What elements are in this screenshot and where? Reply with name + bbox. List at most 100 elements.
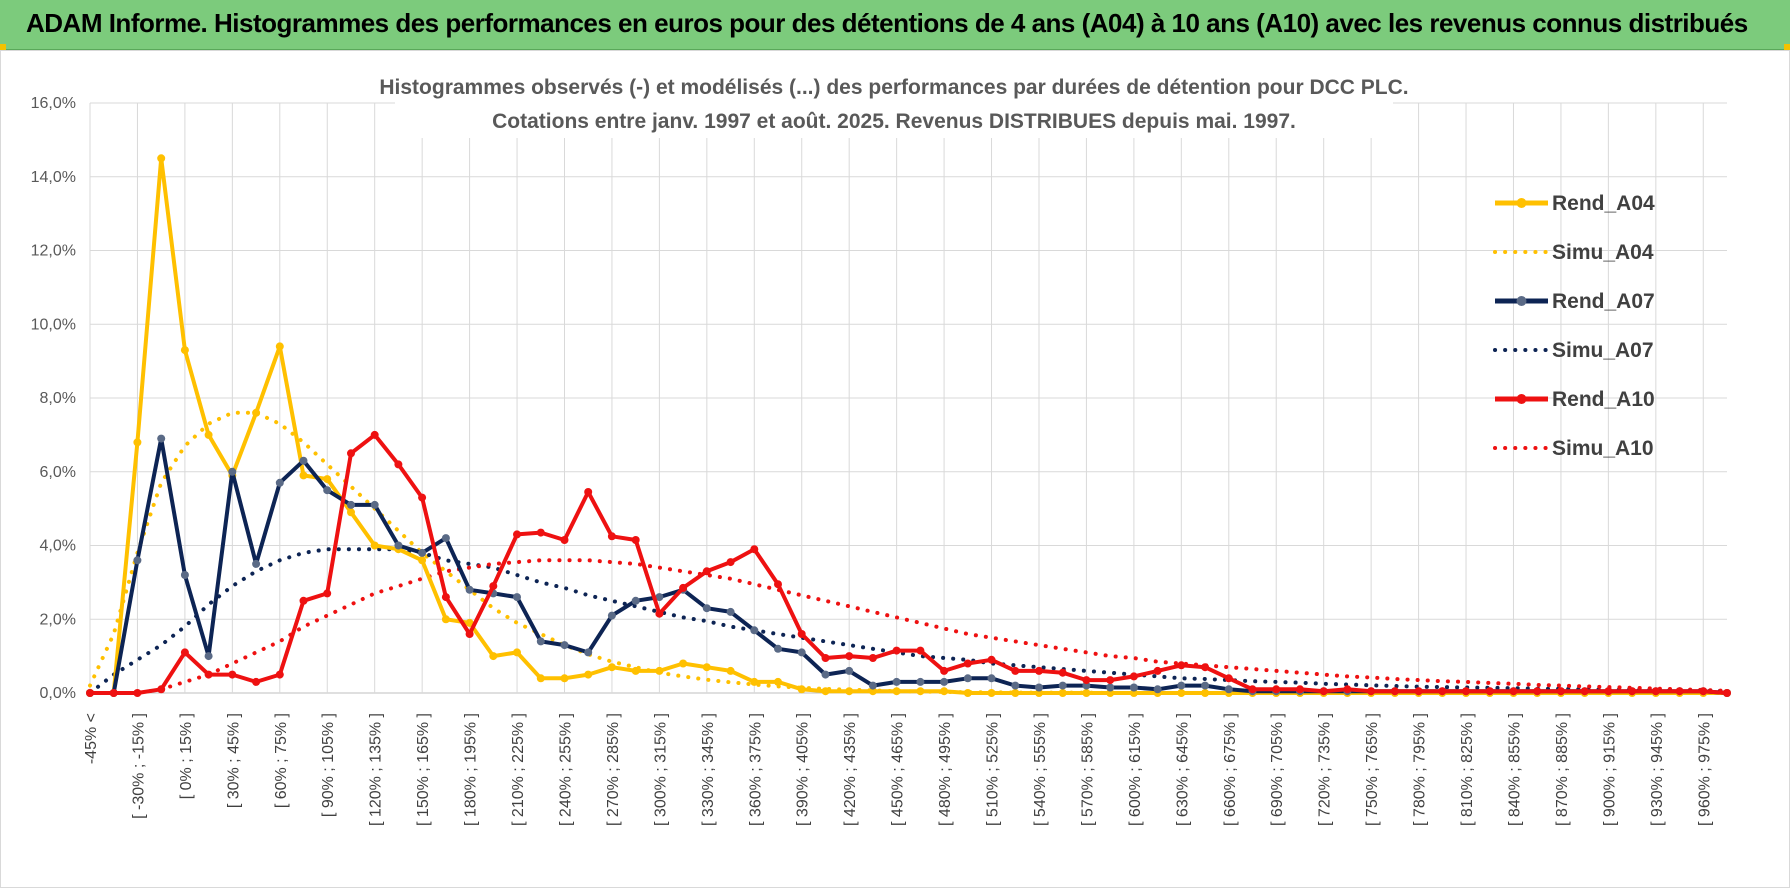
x-tick-label: [ 240% ; 255% ] bbox=[557, 713, 574, 826]
data-point-rend-a10 bbox=[394, 460, 403, 469]
data-point-rend-a04 bbox=[750, 677, 759, 686]
data-point-rend-a04 bbox=[489, 652, 498, 661]
data-point-rend-a04 bbox=[157, 154, 166, 163]
data-point-rend-a10 bbox=[1580, 687, 1589, 696]
data-point-rend-a10 bbox=[607, 532, 616, 541]
legend-label: Simu_A07 bbox=[1552, 339, 1654, 362]
x-tick-label: [ 390% ; 405% ] bbox=[795, 713, 812, 826]
data-point-rend-a10 bbox=[845, 652, 854, 661]
data-point-rend-a07 bbox=[940, 677, 949, 686]
x-tick-label: [ 90% ; 105% ] bbox=[320, 713, 337, 817]
x-tick-label: -45% < bbox=[83, 713, 100, 764]
data-point-rend-a07 bbox=[394, 541, 403, 550]
data-point-rend-a10 bbox=[702, 567, 711, 576]
data-point-rend-a07 bbox=[797, 648, 806, 657]
y-tick-label: 2,0% bbox=[40, 611, 76, 628]
data-point-rend-a07 bbox=[465, 585, 474, 594]
x-tick-label: [ 210% ; 225% ] bbox=[510, 713, 527, 826]
data-point-rend-a10 bbox=[109, 689, 118, 697]
data-point-rend-a10 bbox=[1462, 687, 1470, 696]
data-point-rend-a04 bbox=[1058, 689, 1067, 697]
data-point-rend-a10 bbox=[1651, 687, 1660, 696]
data-point-rend-a10 bbox=[1533, 687, 1542, 696]
data-point-rend-a10 bbox=[821, 654, 830, 662]
legend-label: Rend_A10 bbox=[1552, 388, 1655, 411]
x-tick-label: [ 930% ; 945% ] bbox=[1649, 713, 1666, 826]
data-point-rend-a07 bbox=[1224, 685, 1233, 694]
data-point-rend-a07 bbox=[180, 571, 189, 579]
x-tick-label: [ 420% ; 435% ] bbox=[842, 713, 859, 826]
report-banner: ADAM Informe. Histogrammes des performan… bbox=[0, 0, 1790, 50]
data-point-rend-a04 bbox=[868, 687, 877, 696]
data-point-rend-a10 bbox=[1485, 687, 1494, 696]
data-point-rend-a10 bbox=[1343, 685, 1352, 694]
title-background bbox=[395, 66, 1393, 138]
x-tick-label: [ 630% ; 645% ] bbox=[1174, 713, 1191, 826]
data-point-rend-a07 bbox=[133, 556, 142, 565]
data-point-rend-a04 bbox=[275, 342, 284, 351]
data-point-rend-a04 bbox=[987, 689, 996, 697]
data-point-rend-a04 bbox=[133, 438, 142, 447]
y-tick-label: 16,0% bbox=[31, 95, 76, 112]
y-tick-label: 6,0% bbox=[40, 464, 76, 481]
data-point-rend-a07 bbox=[607, 611, 616, 620]
data-point-rend-a10 bbox=[1272, 685, 1281, 694]
data-point-rend-a10 bbox=[1367, 687, 1376, 696]
data-point-rend-a10 bbox=[1319, 687, 1328, 696]
series-rend-a04 bbox=[86, 154, 1731, 697]
data-point-rend-a10 bbox=[86, 689, 94, 697]
data-point-rend-a10 bbox=[987, 655, 996, 664]
data-point-rend-a04 bbox=[1035, 689, 1043, 697]
data-point-rend-a10 bbox=[252, 677, 261, 686]
data-point-rend-a04 bbox=[1011, 689, 1020, 697]
data-point-rend-a07 bbox=[441, 534, 450, 543]
data-point-rend-a04 bbox=[441, 615, 450, 624]
data-point-rend-a07 bbox=[631, 596, 640, 605]
data-point-rend-a07 bbox=[916, 677, 925, 686]
data-point-rend-a10 bbox=[1129, 672, 1138, 681]
data-point-rend-a10 bbox=[655, 609, 664, 618]
legend-label: Rend_A07 bbox=[1552, 290, 1655, 313]
x-tick-label: [ 150% ; 165% ] bbox=[415, 713, 432, 826]
data-point-rend-a10 bbox=[679, 583, 688, 592]
data-point-rend-a07 bbox=[536, 637, 545, 646]
data-point-rend-a07 bbox=[987, 674, 996, 683]
data-point-rend-a10 bbox=[1248, 685, 1257, 694]
data-point-rend-a07 bbox=[655, 593, 664, 602]
data-point-rend-a04 bbox=[1082, 689, 1091, 697]
data-point-rend-a10 bbox=[1106, 676, 1115, 685]
x-tick-label: [ 900% ; 915% ] bbox=[1601, 713, 1618, 826]
data-point-rend-a07 bbox=[702, 604, 711, 613]
grid-lines bbox=[89, 102, 1727, 694]
x-tick-label: [ 870% ; 885% ] bbox=[1554, 713, 1571, 826]
legend-entry-simu-a07: Simu_A07 bbox=[1493, 339, 1654, 362]
data-point-rend-a07 bbox=[821, 670, 830, 679]
data-point-rend-a04 bbox=[252, 408, 261, 417]
x-tick-label: [ 660% ; 675% ] bbox=[1222, 713, 1239, 826]
data-point-rend-a10 bbox=[560, 536, 569, 544]
data-point-rend-a10 bbox=[1556, 687, 1565, 696]
data-point-rend-a04 bbox=[299, 471, 308, 480]
data-point-rend-a10 bbox=[1011, 666, 1020, 675]
x-tick-label: [ 540% ; 555% ] bbox=[1032, 713, 1049, 826]
data-point-rend-a10 bbox=[797, 630, 806, 638]
x-tick-label: [ 780% ; 795% ] bbox=[1412, 713, 1429, 826]
data-point-rend-a04 bbox=[536, 674, 545, 683]
chart-legend: Rend_A04 Simu_A04 Rend_A07 Simu_A07 Rend_A10… bbox=[1493, 192, 1655, 460]
data-point-rend-a07 bbox=[323, 486, 332, 495]
data-point-rend-a07 bbox=[1129, 683, 1138, 692]
x-tick-label: [ 270% ; 285% ] bbox=[605, 713, 622, 826]
y-tick-label: 14,0% bbox=[31, 169, 76, 186]
data-point-rend-a04 bbox=[513, 648, 521, 657]
data-point-rend-a04 bbox=[1129, 689, 1138, 697]
data-point-rend-a04 bbox=[679, 659, 688, 668]
data-point-rend-a07 bbox=[750, 626, 759, 635]
series-simu-a10 bbox=[88, 558, 1729, 695]
data-point-rend-a10 bbox=[536, 528, 545, 537]
banner-corner-left bbox=[0, 44, 6, 50]
data-point-rend-a07 bbox=[1153, 685, 1162, 694]
x-tick-label: [ 960% ; 975% ] bbox=[1696, 713, 1713, 826]
x-tick-label: [ 810% ; 825% ] bbox=[1459, 713, 1476, 826]
data-point-rend-a10 bbox=[1675, 687, 1684, 696]
data-point-rend-a10 bbox=[323, 589, 332, 598]
